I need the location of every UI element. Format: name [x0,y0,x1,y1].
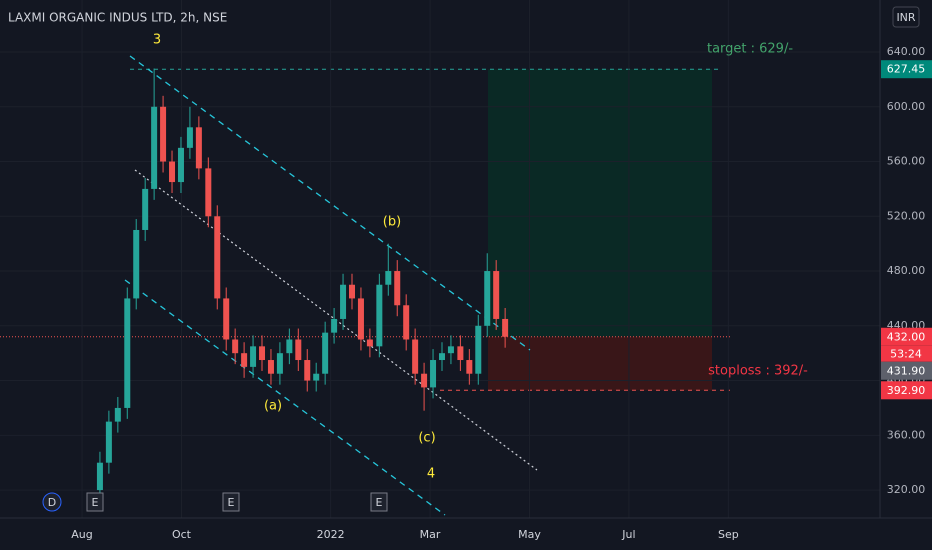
marker-icon[interactable] [42,492,62,512]
candle-body [349,284,355,299]
candle-body [447,346,454,354]
candle-body [160,106,167,162]
candle-body [304,360,311,381]
candle-body [241,353,248,367]
candles [96,68,509,497]
candle-body [96,462,103,491]
marker[interactable]: E [376,496,383,509]
marker-icon[interactable] [222,492,240,512]
candle-body [124,298,131,408]
target-zone [488,69,712,337]
x-tick-label: Sep [718,528,739,541]
y-tick-label: 600.00 [887,100,926,113]
candle-body [133,229,140,299]
candle-body [357,298,364,340]
candle-body [114,407,121,422]
x-tick-label: Mar [420,528,441,541]
candle-body [214,216,221,299]
price-tag-label: 392.90 [887,384,926,397]
candle-body [195,127,202,169]
wave-label: (c) [418,431,435,446]
candle-body [313,373,320,381]
y-tick-label: 520.00 [887,209,926,222]
currency-box[interactable] [892,6,920,28]
candle-body [438,353,445,361]
candle-body [295,339,302,361]
marker[interactable]: E [92,496,99,509]
wave-label: (b) [383,215,401,230]
candle-body [286,339,293,354]
marker[interactable]: D [48,496,56,509]
candle-body [169,161,176,183]
x-tick-label: Jul [621,528,635,541]
marker-icon[interactable] [86,492,104,512]
candle-body [385,271,392,285]
candle-body [151,106,158,189]
price-tag [881,60,932,79]
candle-body [186,127,193,148]
candle-body [493,271,500,319]
price-tag [881,361,932,380]
y-tick-label: 480.00 [887,264,926,277]
candle-body [421,373,428,388]
price-tag [881,327,932,346]
candle-body [340,284,347,319]
x-tick-label: May [518,528,541,541]
candle-body [276,353,283,374]
candle-body [205,168,212,217]
y-tick-label: 320.00 [887,483,926,496]
countdown-bg [881,345,932,362]
candle-body [466,360,473,374]
chart-title: LAXMI ORGANIC INDUS LTD, 2h, NSE [8,11,227,25]
x-tick-label: Aug [71,528,92,541]
candle-body [475,325,482,374]
candle-body [430,360,437,388]
candle-body [250,346,257,367]
candle-body [484,271,491,326]
candle-body [259,346,266,361]
candle-body [322,332,329,374]
candle-body [502,318,509,337]
candle-body [142,188,149,230]
candle-body [403,305,410,340]
countdown: 53:24 [890,347,922,360]
candle-body [394,271,401,306]
y-tick-label: 560.00 [887,155,926,168]
price-tag-label: 627.45 [887,63,926,76]
stop-zone [488,336,712,391]
x-tick-label: Oct [172,528,192,541]
stoploss-label: stoploss : 392/- [708,364,808,379]
y-tick-label: 640.00 [887,45,926,58]
candle-body [223,298,230,340]
price-tag-label: 432.00 [887,330,926,343]
channel-lower [124,279,446,516]
candle-body [105,421,112,463]
candle-body [376,284,383,347]
marker-icon[interactable] [370,492,388,512]
candle-body [232,339,239,354]
marker[interactable]: E [228,496,235,509]
candle-body [331,318,338,333]
candle-body [457,346,464,361]
y-tick-label: 360.00 [887,428,926,441]
currency[interactable]: INR [896,11,915,24]
wave-label: (a) [264,399,282,414]
candle-body [366,339,373,347]
position-boxes [0,68,730,391]
candle-body [267,360,274,374]
price-tag-label: 431.90 [887,364,926,377]
wave-label: 3 [153,33,161,48]
candle-body [412,339,419,374]
candle-body [177,147,184,183]
target-label: target : 629/- [707,42,793,57]
x-tick-label: 2022 [317,528,345,541]
price-tag [881,381,932,400]
wave-label: 4 [427,467,435,482]
channel-upper [129,55,531,351]
